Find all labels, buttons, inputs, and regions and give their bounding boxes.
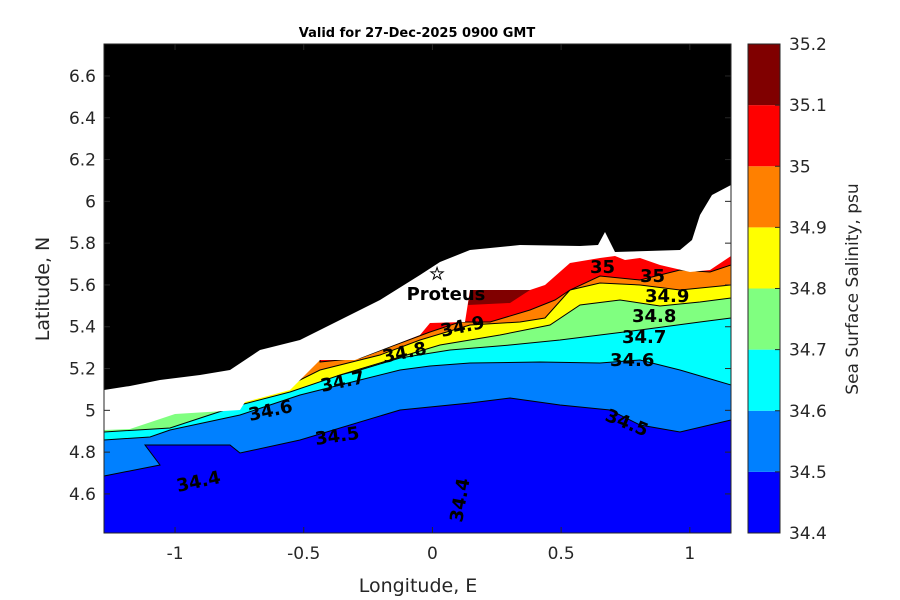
y-tick-label: 5.4 bbox=[69, 318, 96, 338]
star-marker-icon: ★ bbox=[430, 264, 444, 283]
x-tick-label: 0 bbox=[427, 544, 438, 564]
y-tick-label: 5.6 bbox=[69, 276, 96, 296]
x-tick-label: -0.5 bbox=[287, 544, 320, 564]
y-tick-label: 6.6 bbox=[69, 67, 96, 87]
colorbar-swatch bbox=[748, 410, 780, 472]
colorbar-swatch bbox=[748, 227, 780, 289]
colorbar-tick-label: 34.4 bbox=[789, 524, 827, 544]
x-axis-label: Longitude, E bbox=[359, 575, 478, 597]
colorbar-swatch bbox=[748, 288, 780, 350]
x-tick-label: 0.5 bbox=[548, 544, 575, 564]
chart-title: Valid for 27-Dec-2025 0900 GMT bbox=[299, 26, 536, 41]
x-tick-label: -1 bbox=[167, 544, 184, 564]
contour-label: 34.9 bbox=[645, 286, 689, 307]
contour-label: 35 bbox=[590, 257, 615, 278]
colorbar-swatch bbox=[748, 349, 780, 411]
band-35.1 bbox=[468, 290, 530, 305]
contour-label: 34.6 bbox=[610, 350, 654, 371]
colorbar-swatch bbox=[748, 471, 780, 533]
y-tick-label: 6 bbox=[85, 192, 96, 212]
map-area bbox=[104, 44, 731, 533]
y-tick-label: 4.6 bbox=[69, 485, 96, 505]
y-tick-label: 5.2 bbox=[69, 360, 96, 380]
colorbar: 34.4 34.5 34.6 34.7 34.8 34.9 35 35.1 35.2 bbox=[747, 35, 827, 544]
colorbar-label: Sea Surface Salinity, psu bbox=[843, 183, 863, 394]
colorbar-swatch bbox=[748, 105, 780, 167]
colorbar-tick-label: 35.2 bbox=[789, 35, 827, 55]
contour-label: 35 bbox=[640, 266, 665, 287]
y-tick-label: 5 bbox=[85, 401, 96, 421]
colorbar-swatch bbox=[748, 44, 780, 106]
y-axis: 4.6 4.8 5 5.2 5.4 5.6 5.8 6 6.2 6.4 6.6 bbox=[69, 67, 731, 505]
y-tick-label: 6.2 bbox=[69, 151, 96, 171]
y-tick-label: 4.8 bbox=[69, 443, 96, 463]
annotation-label: Proteus bbox=[407, 284, 486, 305]
colorbar-swatch bbox=[748, 166, 780, 228]
colorbar-tick-label: 35.1 bbox=[789, 96, 827, 116]
contour-label: 34.7 bbox=[622, 327, 666, 348]
y-axis-label: Latitude, N bbox=[32, 237, 54, 342]
colorbar-tick-label: 34.8 bbox=[789, 280, 827, 300]
x-tick-label: 1 bbox=[684, 544, 695, 564]
colorbar-tick-label: 34.6 bbox=[789, 402, 827, 422]
colorbar-tick-label: 34.9 bbox=[789, 218, 827, 238]
y-tick-label: 5.8 bbox=[69, 234, 96, 254]
colorbar-tick-label: 34.7 bbox=[789, 341, 827, 361]
contour-label: 34.8 bbox=[632, 306, 676, 327]
plot-frame bbox=[103, 43, 732, 534]
colorbar-tick-label: 35 bbox=[789, 157, 811, 177]
colorbar-tick-label: 34.5 bbox=[789, 463, 827, 483]
x-axis: -1 -0.5 0 0.5 1 bbox=[167, 44, 695, 564]
y-tick-label: 6.4 bbox=[69, 109, 96, 129]
land bbox=[104, 44, 731, 390]
